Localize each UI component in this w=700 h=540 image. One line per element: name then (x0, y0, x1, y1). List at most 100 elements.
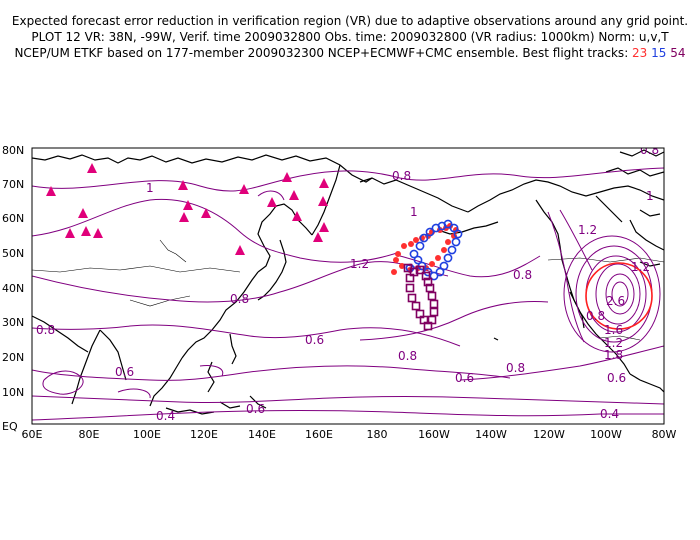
contour-label: 1.2 (604, 336, 623, 350)
track-54-point (421, 271, 431, 281)
map-frame (31, 147, 665, 425)
track-54-point (405, 283, 415, 293)
contour-label: 0.6 (305, 333, 324, 347)
track-15-point (451, 237, 461, 247)
track-15-point (413, 255, 423, 265)
lon-label: 80E (79, 428, 100, 441)
contour-label: 0.6 (115, 365, 134, 379)
track-23-point (393, 257, 399, 263)
lon-label: 160E (305, 428, 333, 441)
lon-label: 80W (652, 428, 677, 441)
contour-labels: 0.8 0.8 1 1 1.2 0.8 0.6 0.8 0.6 0.8 0.6 0.8 0.6 0.4 1.… (36, 143, 659, 423)
latitude-labels: 80N 70N 60N 50N 40N 30N 20N 10N EQ (2, 144, 24, 433)
contour-label: 1 (410, 205, 418, 219)
contour-label: 0.8 (36, 323, 55, 337)
contour-label: 1.2 (350, 257, 369, 271)
contour-label: 0.8 (230, 292, 249, 306)
flight-track-54 (403, 263, 439, 331)
track-15-point (453, 229, 463, 239)
lon-label: 100W (590, 428, 622, 441)
contour-label: 0.8 (392, 169, 411, 183)
lat-label: 70N (2, 178, 24, 191)
lon-label: 140W (475, 428, 507, 441)
lon-label: 100E (133, 428, 161, 441)
lon-label: 120E (190, 428, 218, 441)
track-54-point (411, 301, 421, 311)
track-23-point (401, 243, 407, 249)
lat-label: 10N (2, 386, 24, 399)
track-54-point (407, 293, 417, 303)
track-23-point (429, 261, 435, 267)
lon-label: 120W (533, 428, 565, 441)
track-54-point (425, 283, 435, 293)
track-15-point (425, 227, 435, 237)
contour-label: 0.8 (506, 361, 525, 375)
observation-sites (46, 163, 329, 255)
lat-label: EQ (2, 420, 18, 433)
track-15-point (419, 233, 429, 243)
track-54-point (423, 277, 433, 287)
contour-label: 2.6 (606, 294, 625, 308)
contour-label: 0.8 (640, 143, 659, 157)
lat-label: 50N (2, 247, 24, 260)
track-23-point (399, 263, 405, 269)
lat-label: 30N (2, 316, 24, 329)
track-15-point (415, 241, 425, 251)
track-54-point (415, 265, 425, 275)
contours (32, 167, 664, 421)
contour-label: 0.8 (513, 268, 532, 282)
lon-label: 180 (367, 428, 388, 441)
track-54-point (429, 307, 439, 317)
contour-label: 0.4 (600, 407, 619, 421)
contour-label: 0.4 (156, 409, 175, 423)
track-15-point (435, 267, 445, 277)
flight-track-15 (405, 219, 463, 281)
lon-label: 140E (248, 428, 276, 441)
title-line-2: PLOT 12 VR: 38N, -99W, Verif. time 20090… (31, 30, 669, 44)
lon-label: 60E (22, 428, 43, 441)
track-23-point (441, 247, 447, 253)
political-borders (32, 239, 664, 341)
title-line-3: NCEP/UM ETKF based on 177-member 2009032… (0, 45, 700, 61)
track-23-point (395, 251, 401, 257)
track-15-point (409, 249, 419, 259)
contour-label: 0.6 (607, 371, 626, 385)
track-23-point (413, 237, 419, 243)
track-23-point (435, 255, 441, 261)
track-54-point (427, 315, 437, 325)
verification-region-circle (585, 262, 653, 330)
lat-label: 40N (2, 282, 24, 295)
lon-label: 160W (418, 428, 450, 441)
track-id-15: 15 (651, 46, 667, 60)
track-id-54: 54 (670, 46, 686, 60)
contour-label: 1 (646, 189, 654, 203)
track-23-point (445, 239, 451, 245)
contour-label: 1.2 (631, 260, 650, 274)
lat-label: 20N (2, 351, 24, 364)
contour-label: 0.8 (398, 349, 417, 363)
track-id-23: 23 (632, 46, 648, 60)
track-15-point (447, 245, 457, 255)
contour-label: 1 (146, 181, 154, 195)
title-line-1: Expected forecast error reduction in ver… (11, 14, 689, 28)
longitude-labels: 60E 80E 100E 120E 140E 160E 180 160W 140W 120W 100… (22, 428, 677, 441)
lat-label: 60N (2, 212, 24, 225)
track-54-point (409, 267, 419, 277)
contour-label: 0.6 (246, 402, 265, 416)
track-15-point (429, 271, 439, 281)
track-23-point (408, 241, 414, 247)
contour-label: 1.6 (604, 323, 623, 337)
track-23-point (391, 269, 397, 275)
track-15-point (449, 223, 459, 233)
title-line-3-text: NCEP/UM ETKF based on 177-member 2009032… (14, 46, 633, 60)
track-15-point (439, 261, 449, 271)
track-15-point (443, 219, 453, 229)
track-54-point (427, 291, 437, 301)
contour-label: 1.8 (604, 348, 623, 362)
contour-label: 0.8 (586, 309, 605, 323)
contour-label: 0.6 (455, 371, 474, 385)
track-54-point (429, 299, 439, 309)
contour-label: 1.2 (578, 223, 597, 237)
lat-label: 80N (2, 144, 24, 157)
